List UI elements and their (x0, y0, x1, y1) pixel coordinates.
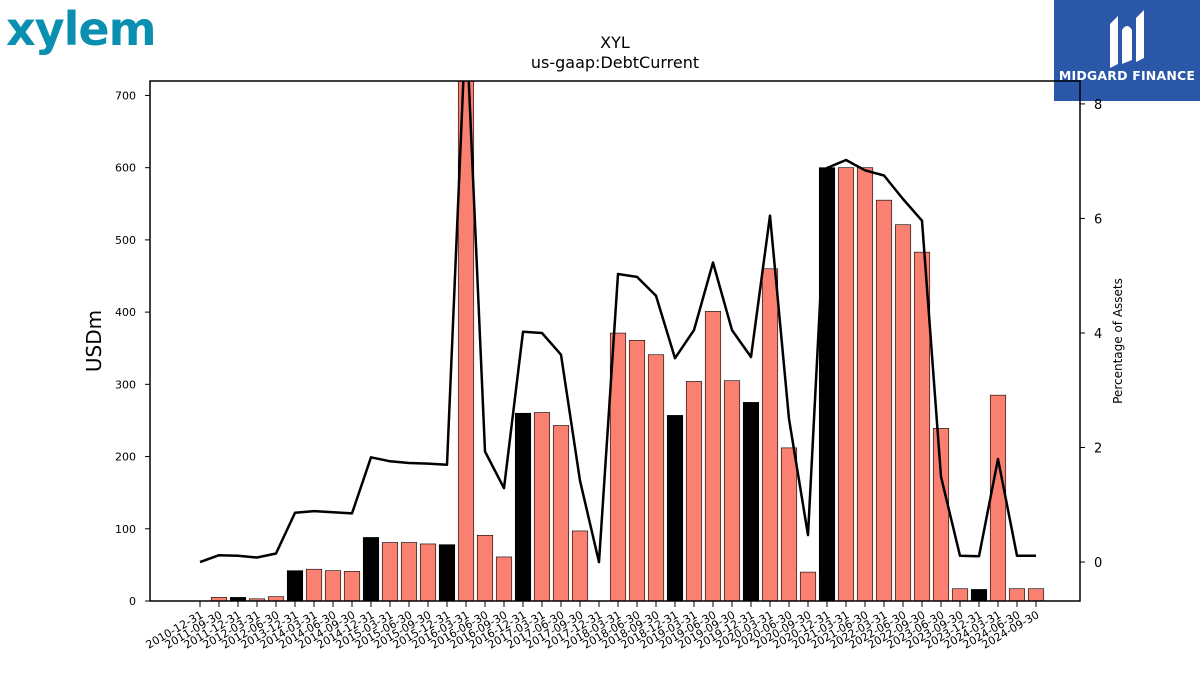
bar-2017-09-30 (571, 530, 589, 601)
chart-subtitle: us-gaap:DebtCurrent (531, 53, 699, 72)
bar-2017-06-30 (552, 425, 570, 601)
bar-2020-03-31 (761, 268, 779, 601)
bar-2023-09-30 (951, 588, 969, 601)
y2-tick-label: 4 (1094, 327, 1102, 342)
y-tick-label: 600 (115, 162, 136, 175)
y2-tick-label: 6 (1094, 212, 1102, 227)
bar-2021-03-31 (837, 167, 855, 601)
y-axis-label: USDm (82, 310, 106, 372)
bar-2015-12-31 (438, 544, 456, 601)
bar-2014-12-31 (362, 537, 380, 601)
bar-2023-06-30 (932, 428, 950, 601)
bar-2014-03-31 (305, 568, 323, 601)
y-tick-label: 100 (115, 523, 136, 536)
percentage-line (199, 81, 1036, 564)
bar-2018-06-30 (628, 339, 646, 601)
y2-tick-label: 8 (1094, 98, 1102, 113)
bar-2016-12-31 (514, 412, 532, 601)
bar-2019-09-30 (723, 380, 741, 601)
bar-2020-12-31 (818, 167, 836, 601)
bar-2015-09-30 (419, 543, 437, 601)
bar-2018-03-31 (609, 332, 627, 601)
bar-2011-09-30 (210, 597, 228, 601)
y-tick-label: 500 (115, 234, 136, 247)
y-tick-label: 0 (129, 595, 136, 608)
bar-2013-12-31 (286, 570, 304, 601)
bar-2018-09-30 (647, 354, 665, 601)
midgard-finance-logo: MIDGARD FINANCE (1054, 0, 1200, 101)
bar-2021-06-30 (856, 167, 874, 601)
bar-2020-06-30 (780, 447, 798, 601)
bar-2020-09-30 (799, 571, 817, 601)
bar-2016-03-31 (457, 81, 475, 601)
line-group (199, 81, 1036, 564)
y-tick-label: 300 (115, 378, 136, 391)
xylem-logo: xylem (6, 2, 157, 56)
midgard-logo-text: MIDGARD FINANCE (1058, 68, 1196, 83)
bar-2019-06-30 (704, 311, 722, 601)
x-axis: 2010-12-312011-09-302011-12-312012-03-31… (144, 601, 1042, 652)
bar-2019-03-31 (685, 381, 703, 601)
y-axis-right: 0 2 4 6 8 (1080, 98, 1102, 571)
y-tick-label: 200 (115, 451, 136, 464)
bar-2015-03-31 (381, 542, 399, 601)
plot-frame (149, 80, 1081, 602)
bar-2018-12-31 (666, 415, 684, 601)
bar-2014-09-30 (343, 571, 361, 601)
bar-2022-06-30 (894, 224, 912, 601)
bar-2016-09-30 (495, 556, 513, 601)
bar-2011-12-31 (229, 597, 247, 601)
midgard-mark-icon (1110, 10, 1144, 68)
y2-axis-label: Percentage of Assets (1111, 278, 1125, 404)
bar-2017-03-31 (533, 412, 551, 601)
bar-2022-09-30 (913, 251, 931, 601)
y2-tick-label: 2 (1094, 442, 1102, 457)
y-axis-left: 0 100 200 300 400 500 600 700 (115, 89, 150, 608)
bar-2015-06-30 (400, 542, 418, 601)
bar-2024-06-30 (1008, 588, 1026, 601)
bar-2016-06-30 (476, 534, 494, 601)
bars-group (210, 81, 1045, 601)
y2-tick-label: 0 (1094, 556, 1102, 571)
y-tick-label: 700 (115, 89, 136, 102)
bar-2012-06-30 (267, 596, 285, 601)
bar-2024-09-30 (1027, 588, 1045, 601)
bar-2019-12-31 (742, 402, 760, 601)
bar-2023-12-31 (970, 589, 988, 601)
chart-title: XYL (600, 33, 630, 52)
y-tick-label: 400 (115, 306, 136, 319)
bar-2014-06-30 (324, 570, 342, 601)
bar-2022-03-31 (875, 199, 893, 601)
bar-2024-03-31 (989, 394, 1007, 601)
